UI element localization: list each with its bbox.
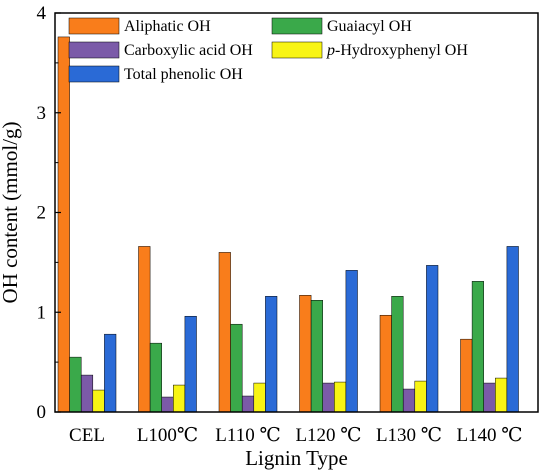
- bar-1-3: [218, 252, 231, 413]
- legend-swatch-4: [271, 41, 323, 59]
- x-tick-label: L140 ℃: [456, 425, 522, 446]
- y-tick-label: 2: [37, 203, 47, 224]
- y-axis: 0 1 2 3 4: [37, 3, 61, 423]
- legend-label-4: p-Hydroxyphenyl OH: [326, 42, 468, 59]
- bar-2-3: [230, 323, 243, 413]
- bar-3-2: [161, 396, 174, 413]
- legend-label-1: Aliphatic OH: [124, 18, 211, 35]
- x-tick-label: L110 ℃: [215, 425, 280, 446]
- x-tick-label: L120 ℃: [295, 425, 361, 446]
- legend-swatch-3: [68, 41, 120, 59]
- bar-5-1: [104, 333, 117, 413]
- bar-4-5: [414, 380, 427, 413]
- bar-3-4: [322, 382, 335, 413]
- bar-3-6: [483, 382, 496, 413]
- bar-5-6: [506, 246, 519, 413]
- legend-label-3: Carboxylic acid OH: [124, 42, 253, 59]
- legend-label-2: Guaiacyl OH: [327, 18, 412, 35]
- bar-1-1: [57, 36, 70, 413]
- bar-3-1: [80, 374, 94, 413]
- bar-1-5: [379, 314, 392, 413]
- bar-5-2: [184, 315, 197, 413]
- x-axis-title: Lignin Type: [245, 446, 348, 470]
- bar-1-4: [299, 295, 312, 413]
- bar-2-2: [149, 342, 162, 413]
- legend-swatch-2: [271, 17, 323, 35]
- legend-swatch-1: [68, 17, 120, 35]
- y-axis-title: OH content (mmol/g): [0, 122, 22, 304]
- bar-2-1: [69, 356, 82, 413]
- bar-5-4: [345, 270, 358, 413]
- legend: Aliphatic OH Guaiacyl OH Carboxylic acid O…: [68, 17, 468, 83]
- bar-3-3: [241, 395, 255, 413]
- bar-5-3: [265, 296, 278, 413]
- bar-2-4: [310, 300, 323, 413]
- bar-3-5: [402, 388, 416, 413]
- bar-2-6: [471, 281, 484, 413]
- bar-5-5: [426, 265, 439, 413]
- bar-4-2: [173, 384, 186, 413]
- bar-4-1: [92, 389, 105, 413]
- x-axis: CEL L100℃ L110 ℃ L120 ℃ L130 ℃ L140 ℃: [69, 425, 523, 446]
- legend-swatch-5: [68, 65, 120, 83]
- bar-1-6: [460, 338, 473, 413]
- x-tick-label: L130 ℃: [376, 425, 442, 446]
- bar-2-5: [391, 296, 404, 413]
- legend-label-5: Total phenolic OH: [124, 66, 243, 83]
- bars-layer: [57, 36, 519, 413]
- bar-4-3: [253, 382, 266, 413]
- y-tick-label: 1: [37, 302, 47, 323]
- bar-4-6: [495, 377, 508, 413]
- bar-4-4: [334, 381, 347, 413]
- y-tick-label: 4: [37, 3, 47, 24]
- y-tick-label: 3: [37, 103, 47, 124]
- bar-1-2: [138, 246, 151, 413]
- y-tick-label: 0: [37, 402, 47, 423]
- x-tick-label: L100℃: [137, 425, 198, 446]
- x-tick-label: CEL: [69, 425, 105, 446]
